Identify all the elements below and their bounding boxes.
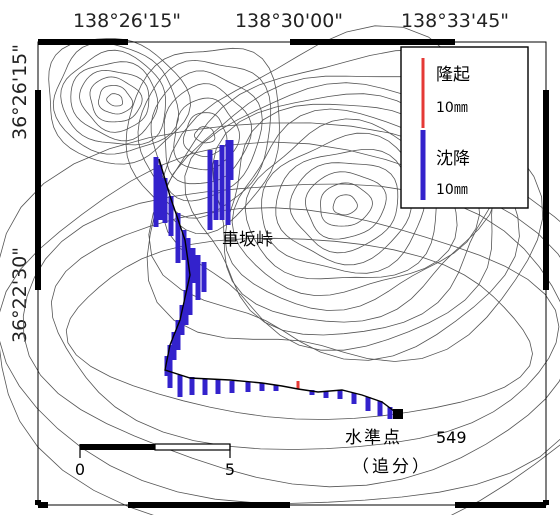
longitude-label-2: 138°30'00" <box>235 10 343 32</box>
contour-line <box>289 162 399 254</box>
map-frame <box>35 39 549 508</box>
contour-line <box>146 25 544 362</box>
latitude-label-1: 36°26'15" <box>9 44 31 140</box>
place-label-kurumazaka-pass: 車坂峠 <box>222 230 273 250</box>
scale-bar-start-label: 0 <box>75 460 85 479</box>
legend: 隆起 10㎜ 沈降 10㎜ <box>400 46 529 209</box>
contour-line <box>212 93 497 323</box>
contour-line <box>50 207 560 450</box>
contour-line <box>89 76 143 123</box>
contour-line <box>106 93 123 107</box>
legend-uplift-label: 隆起 <box>436 65 470 85</box>
legend-uplift-scale: 10㎜ <box>436 100 468 116</box>
benchmark-subtitle: （追分） <box>352 457 432 477</box>
contour-line <box>79 69 150 133</box>
contour-line <box>48 38 191 165</box>
contour-line <box>304 171 387 240</box>
contour-line <box>60 49 166 146</box>
legend-subsidence-label: 沈降 <box>436 149 470 169</box>
contour-line <box>275 148 412 266</box>
contour-line <box>244 118 438 280</box>
legend-subsidence-scale: 10㎜ <box>436 182 468 198</box>
latitude-label-2: 36°22'30" <box>9 247 31 343</box>
leveling-route <box>158 158 399 415</box>
contour-line <box>193 126 216 144</box>
contour-line <box>98 85 134 115</box>
benchmark-number: 549 <box>436 428 467 447</box>
contour-line <box>70 61 159 142</box>
contour-line <box>261 132 426 274</box>
contour-line <box>332 194 358 216</box>
scale-bar-end-label: 5 <box>225 460 235 479</box>
benchmark-marker <box>393 409 403 419</box>
longitude-label-1: 138°26'15" <box>73 10 181 32</box>
contour-line <box>65 237 533 420</box>
contour-line <box>231 108 458 297</box>
longitude-label-3: 138°33'45" <box>401 10 509 32</box>
benchmark-label: 水準点 <box>345 428 402 448</box>
contour-line <box>52 42 179 155</box>
scale-bar <box>79 443 231 458</box>
displacement-bars <box>153 140 393 419</box>
contour-line <box>22 183 560 488</box>
contour-line <box>320 182 373 227</box>
